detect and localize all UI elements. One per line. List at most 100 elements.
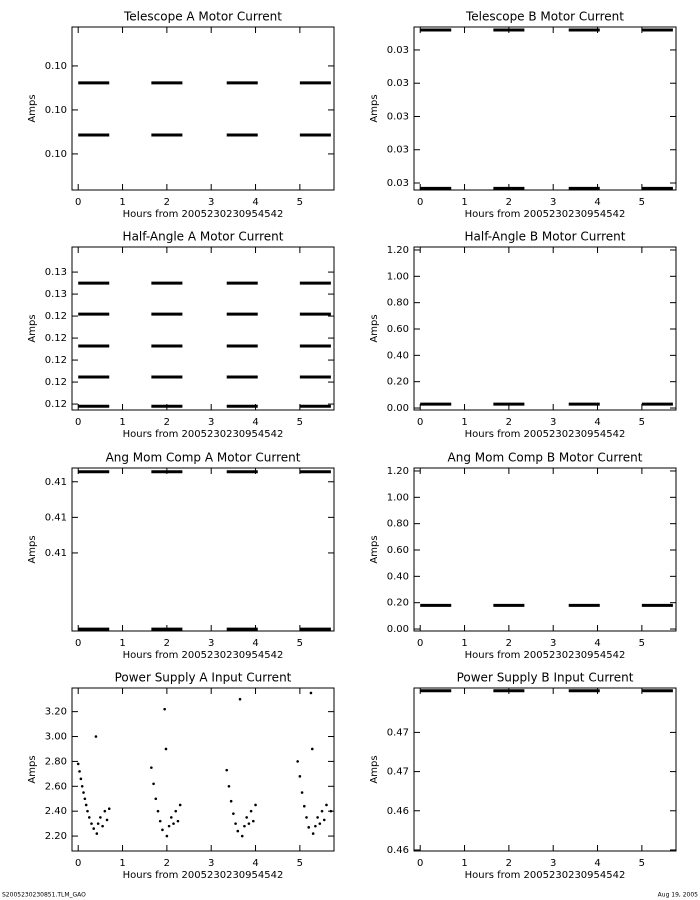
chart-title: Ang Mom Comp B Motor Current [448, 451, 643, 465]
y-axis-label: Amps [369, 314, 380, 342]
y-tick-label: 3.20 [45, 707, 67, 718]
y-tick-label: 1.20 [387, 466, 409, 477]
point [227, 784, 231, 788]
point [164, 747, 168, 751]
chart-title: Ang Mom Comp A Motor Current [106, 451, 301, 465]
y-tick-label: 0.00 [387, 403, 409, 414]
point [318, 822, 322, 825]
chart-title: Half-Angle B Motor Current [465, 230, 626, 244]
x-tick-label: 5 [297, 417, 303, 428]
x-tick-label: 3 [208, 197, 214, 208]
point [229, 799, 233, 803]
point [158, 819, 162, 823]
point [152, 782, 155, 786]
point [314, 824, 317, 828]
x-tick-label: 3 [550, 197, 556, 208]
point [90, 822, 93, 825]
point [87, 816, 91, 819]
y-tick-label: 0.47 [387, 767, 409, 778]
y-tick-label: 0.13 [45, 289, 67, 300]
y-tick-label: 0.00 [387, 624, 409, 635]
plot-frame [413, 467, 677, 632]
point [170, 816, 173, 819]
point [174, 809, 178, 813]
y-tick-label: 0.80 [387, 519, 409, 530]
point [172, 822, 175, 825]
footer-right: Aug 19, 2005 [658, 892, 699, 899]
point [83, 797, 87, 801]
x-axis-label: Hours from 2005230230954542 [123, 209, 284, 220]
point [252, 819, 255, 823]
y-tick-label: 0.03 [387, 111, 409, 122]
point [302, 804, 306, 808]
point [92, 827, 96, 830]
y-tick-label: 0.40 [387, 571, 409, 582]
y-tick-label: 0.12 [45, 377, 67, 388]
point [232, 812, 235, 815]
x-tick-label: 4 [252, 197, 258, 208]
x-tick-label: 5 [297, 197, 303, 208]
y-axis-label: Amps [27, 94, 38, 122]
y-tick-label: 0.12 [45, 311, 67, 322]
x-tick-label: 1 [461, 197, 467, 208]
y-tick-label: 0.47 [387, 727, 409, 738]
x-tick-label: 1 [461, 858, 467, 869]
point [80, 784, 84, 788]
chart-title: Telescope B Motor Current [465, 10, 624, 24]
y-axis-label: Amps [27, 314, 38, 342]
point [296, 760, 299, 763]
y-tick-label: 3.00 [45, 732, 67, 743]
y-tick-label: 0.20 [387, 598, 409, 609]
plot-frame [71, 246, 335, 411]
point [150, 766, 153, 769]
x-tick-label: 4 [252, 417, 258, 428]
point [96, 822, 100, 825]
plot-frame [413, 26, 677, 191]
y-tick-label: 1.00 [387, 271, 409, 282]
plot-frame [71, 467, 335, 632]
y-tick-label: 0.13 [45, 267, 67, 278]
point [79, 777, 83, 781]
x-axis-label: Hours from 2005230230954542 [465, 209, 626, 220]
point [163, 707, 166, 711]
y-tick-label: 0.10 [45, 61, 67, 72]
point [325, 803, 328, 807]
point [95, 832, 99, 835]
x-tick-label: 5 [639, 197, 645, 208]
y-tick-label: 2.80 [45, 756, 67, 767]
x-tick-label: 5 [297, 858, 303, 869]
point [167, 824, 171, 828]
x-tick-label: 4 [594, 417, 600, 428]
x-tick-label: 1 [119, 417, 125, 428]
y-tick-label: 0.03 [387, 178, 409, 189]
x-tick-label: 3 [550, 638, 556, 649]
y-tick-label: 0.41 [45, 548, 67, 559]
point [243, 824, 246, 828]
x-tick-label: 1 [119, 197, 125, 208]
x-tick-label: 1 [461, 417, 467, 428]
x-tick-label: 3 [550, 417, 556, 428]
chart-title: Half-Angle A Motor Current [123, 230, 284, 244]
chart-title: Power Supply A Input Current [115, 671, 292, 685]
x-tick-label: 5 [639, 638, 645, 649]
point [76, 762, 80, 766]
point [320, 809, 324, 813]
y-tick-label: 2.60 [45, 781, 67, 792]
x-tick-label: 0 [417, 417, 423, 428]
point [300, 791, 304, 794]
x-tick-label: 0 [417, 638, 423, 649]
point [234, 822, 237, 825]
y-tick-label: 0.41 [45, 477, 67, 488]
x-tick-label: 2 [506, 638, 512, 649]
y-axis-label: Amps [27, 535, 38, 563]
y-tick-label: 0.03 [387, 45, 409, 56]
point [99, 816, 102, 819]
x-tick-label: 0 [417, 197, 423, 208]
point [309, 691, 313, 695]
y-axis-label: Amps [27, 755, 38, 783]
point [305, 816, 308, 819]
x-tick-label: 2 [164, 638, 170, 649]
point [311, 832, 315, 835]
x-tick-label: 1 [461, 638, 467, 649]
